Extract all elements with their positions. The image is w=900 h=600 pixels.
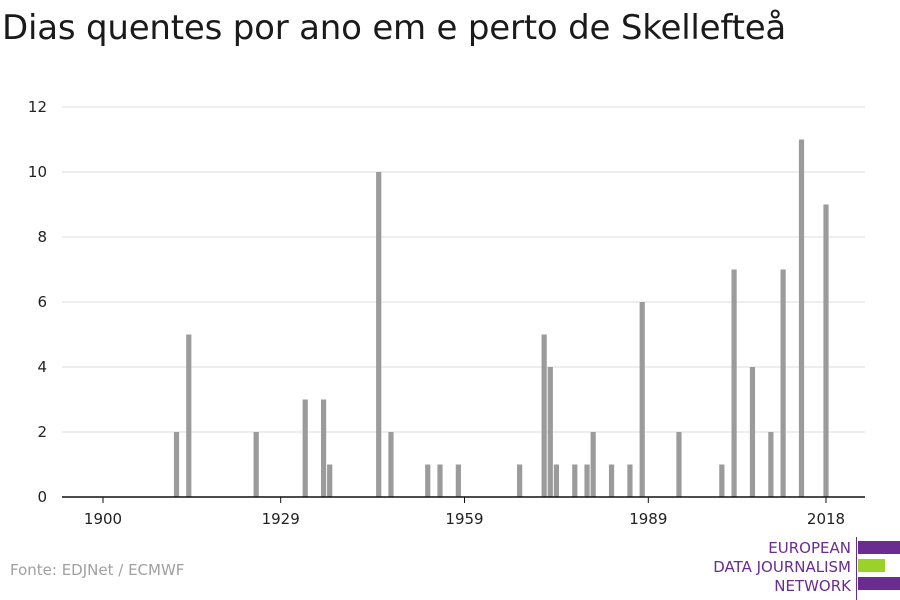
- y-tick-label-12: 12: [28, 98, 47, 116]
- bar-1988: [639, 302, 645, 497]
- bar-2014: [798, 139, 805, 497]
- bar-1912: [173, 432, 180, 497]
- bar-1936: [320, 399, 327, 497]
- grid-lines: [62, 106, 865, 433]
- y-tick-label-10: 10: [28, 163, 47, 181]
- axes: [62, 496, 865, 503]
- bar-2011: [780, 269, 786, 497]
- bar-1994: [676, 432, 682, 497]
- y-tick-label-4: 4: [37, 358, 47, 376]
- logo-divider: [856, 537, 857, 600]
- y-tick-label-6: 6: [37, 293, 47, 311]
- bar-1945: [376, 172, 382, 497]
- x-tick-label-2018: 2018: [807, 510, 845, 528]
- edjnet-logo: EUROPEAN DATA JOURNALISM NETWORK: [700, 537, 900, 600]
- bars: [173, 139, 829, 497]
- bar-1974: [553, 464, 560, 497]
- logo-text-network: NETWORK: [774, 577, 851, 595]
- bar-1937: [327, 464, 333, 497]
- bar-1947: [388, 432, 394, 497]
- logo-text-european: EUROPEAN: [768, 539, 851, 557]
- x-tick-label-1959: 1959: [445, 510, 483, 528]
- bar-1980: [590, 432, 596, 497]
- y-tick-label-8: 8: [37, 228, 47, 246]
- bar-1986: [627, 464, 633, 497]
- bar-2003: [731, 269, 737, 497]
- x-tick-label-1900: 1900: [84, 510, 122, 528]
- logo-bar-bottom: [858, 577, 900, 590]
- bar-2018: [823, 204, 829, 497]
- source-note: Fonte: EDJNet / ECMWF: [10, 561, 185, 579]
- x-tick-labels: 1900 1929 1959 1989 2018: [84, 510, 845, 528]
- x-tick-label-1989: 1989: [629, 510, 667, 528]
- bar-1925: [253, 432, 259, 497]
- bar-1968: [517, 464, 523, 497]
- bar-1972: [541, 334, 547, 497]
- y-tick-label-2: 2: [37, 423, 47, 441]
- y-tick-labels: 0 2 4 6 8 10 12: [28, 98, 47, 506]
- logo-bar-top: [858, 541, 900, 554]
- bar-1979: [584, 464, 590, 497]
- bar-1955: [437, 464, 443, 497]
- bar-1983: [608, 464, 615, 497]
- x-tick-label-1929: 1929: [262, 510, 300, 528]
- bar-1953: [425, 464, 431, 497]
- bar-2006: [749, 367, 756, 497]
- bar-2009: [768, 432, 774, 497]
- logo-text-data-journalism: DATA JOURNALISM: [713, 558, 851, 576]
- bar-2001: [719, 464, 725, 497]
- bar-1977: [572, 464, 578, 497]
- logo-bar-middle: [858, 559, 885, 572]
- bar-1958: [455, 464, 461, 497]
- chart-title: Dias quentes por ano em e perto de Skell…: [2, 8, 787, 48]
- y-tick-label-0: 0: [37, 488, 47, 506]
- bar-1973: [547, 367, 553, 497]
- bar-1914: [186, 334, 192, 497]
- bar-1933: [302, 399, 308, 497]
